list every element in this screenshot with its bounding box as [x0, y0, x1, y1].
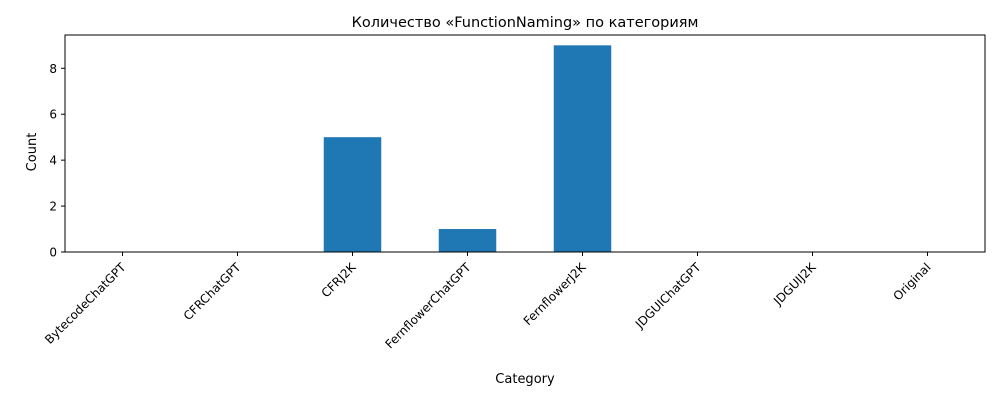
bar-FernflowerJ2K	[553, 45, 612, 252]
y-tick-label: 6	[49, 108, 57, 122]
x-tick-label: Original	[891, 260, 934, 303]
x-tick-label: JDGUIChatGPT	[632, 260, 704, 332]
x-tick-label: JDGUIJ2K	[770, 259, 819, 308]
y-tick-label: 0	[49, 246, 57, 260]
x-tick-label: CFRChatGPT	[181, 260, 244, 323]
x-tick-label: CFRJ2K	[319, 259, 360, 300]
x-axis-label: Category	[495, 372, 555, 387]
y-tick-label: 4	[49, 154, 57, 168]
bar-CFRJ2K	[323, 137, 382, 252]
y-axis-label: Count	[25, 133, 40, 172]
ticks-layer: BytecodeChatGPT CFRChatGPT CFRJ2K Fernflowe…	[42, 62, 933, 352]
x-tick-label: FernflowerJ2K	[521, 259, 590, 328]
chart-title: Количество «FunctionNaming» по категория…	[352, 15, 699, 31]
x-tick-label: BytecodeChatGPT	[42, 260, 129, 347]
bars-layer	[323, 45, 612, 252]
y-tick-label: 8	[49, 62, 57, 76]
plot-frame	[64, 34, 986, 253]
y-tick-label: 2	[49, 200, 57, 214]
bar-FernflowerChatGPT	[438, 229, 497, 252]
x-tick-label: FernflowerChatGPT	[382, 260, 474, 352]
